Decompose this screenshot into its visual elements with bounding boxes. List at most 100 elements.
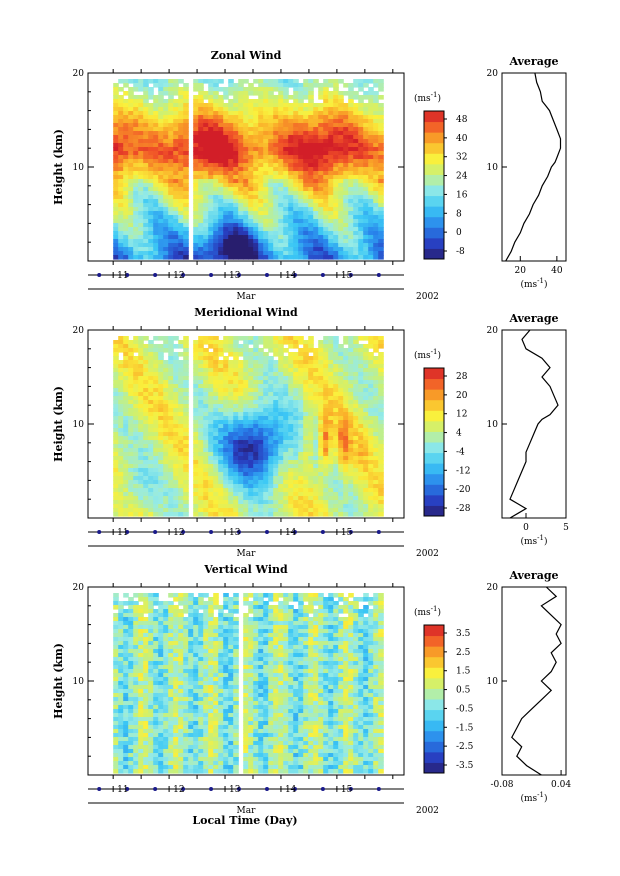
heatmap-cell: [153, 199, 159, 204]
heatmap-cell: [263, 352, 269, 357]
heatmap-cell: [348, 151, 354, 156]
heatmap-cell: [293, 492, 299, 497]
heatmap-cell: [163, 91, 169, 96]
heatmap-cell: [278, 115, 284, 120]
heatmap-cell: [353, 476, 359, 481]
heatmap-cell: [293, 364, 299, 369]
heatmap-cell: [313, 372, 319, 377]
heatmap-cell: [208, 372, 214, 377]
heatmap-cell: [318, 139, 324, 144]
heatmap-cell: [308, 468, 314, 473]
heatmap-cell: [158, 472, 164, 477]
heatmap-cell: [138, 460, 144, 465]
heatmap-cell: [148, 127, 154, 132]
heatmap-cell: [238, 420, 244, 425]
heatmap-cell: [138, 384, 144, 389]
heatmap-cell: [123, 452, 129, 457]
heatmap-cell: [243, 119, 249, 124]
heatmap-cell: [333, 388, 339, 393]
heatmap-cell: [258, 139, 264, 144]
heatmap-cell: [118, 99, 124, 104]
heatmap-cell: [323, 416, 329, 421]
heatmap-cell: [138, 159, 144, 164]
heatmap-cell: [113, 400, 119, 405]
heatmap-cell: [348, 416, 354, 421]
heatmap-cell: [163, 432, 169, 437]
heatmap-cell: [138, 139, 144, 144]
heatmap-cell: [328, 400, 334, 405]
heatmap-cell: [308, 147, 314, 152]
heatmap-cell: [268, 396, 274, 401]
heatmap-cell: [248, 448, 254, 453]
heatmap-cell: [193, 456, 199, 461]
heatmap-cell: [143, 235, 149, 240]
heatmap-cell: [158, 223, 164, 228]
heatmap-cell: [323, 87, 329, 92]
heatmap-cell: [353, 376, 359, 381]
heatmap-cell: [193, 235, 199, 240]
heatmap-cell: [208, 255, 214, 260]
heatmap-cell: [283, 504, 289, 509]
heatmap-cell: [133, 211, 139, 216]
heatmap-cell: [293, 151, 299, 156]
colorbar-band: [424, 132, 444, 144]
heatmap-cell: [298, 400, 304, 405]
heatmap-cell: [253, 111, 259, 116]
heatmap-cell: [113, 440, 119, 445]
heatmap-cell: [113, 621, 119, 626]
heatmap-cell: [338, 171, 344, 176]
heatmap-cell: [278, 340, 284, 345]
heatmap-cell: [143, 195, 149, 200]
heatmap-cell: [138, 512, 144, 517]
heatmap-cell: [168, 396, 174, 401]
heatmap-cell: [303, 352, 309, 357]
heatmap-cell: [178, 123, 184, 128]
heatmap-cell: [183, 340, 189, 345]
heatmap-cell: [303, 175, 309, 180]
heatmap-cell: [358, 404, 364, 409]
heatmap-cell: [288, 368, 294, 373]
heatmap-cell: [178, 364, 184, 369]
heatmap-cell: [133, 364, 139, 369]
heatmap-cell: [298, 103, 304, 108]
heatmap-cell: [258, 508, 264, 513]
heatmap-cell: [273, 207, 279, 212]
average-y-tick-label: 10: [487, 163, 499, 173]
heatmap-cell: [183, 476, 189, 481]
heatmap-cell: [353, 408, 359, 413]
time-axis-marker: [348, 530, 353, 534]
heatmap-cell: [293, 155, 299, 160]
heatmap-cell: [198, 227, 204, 232]
heatmap-cell: [288, 227, 294, 232]
heatmap-cell: [148, 364, 154, 369]
heatmap-cell: [123, 512, 129, 517]
heatmap-cell: [173, 211, 179, 216]
heatmap-cell: [273, 187, 279, 192]
colorbar-unit: (ms-1): [414, 348, 441, 361]
heatmap-cell: [333, 107, 339, 112]
heatmap-cell: [333, 464, 339, 469]
heatmap-cell: [123, 504, 129, 509]
heatmap-cell: [183, 480, 189, 485]
heatmap-cell: [288, 247, 294, 252]
heatmap-cell: [113, 412, 119, 417]
heatmap-cell: [178, 436, 184, 441]
heatmap-cell: [318, 452, 324, 457]
heatmap-cell: [303, 512, 309, 517]
heatmap-cell: [198, 223, 204, 228]
heatmap-cell: [233, 340, 239, 345]
heatmap-cell: [303, 380, 309, 385]
heatmap-cell: [133, 488, 139, 493]
heatmap-cell: [273, 107, 279, 112]
heatmap-cell: [353, 135, 359, 140]
heatmap-cell: [193, 231, 199, 236]
heatmap-cell: [118, 689, 124, 694]
heatmap-cell: [368, 107, 374, 112]
heatmap-cell: [193, 392, 199, 397]
heatmap-cell: [253, 348, 259, 353]
heatmap-cell: [283, 95, 289, 100]
heatmap-cell: [218, 440, 224, 445]
heatmap-cell: [298, 336, 304, 341]
heatmap-cell: [123, 665, 129, 670]
